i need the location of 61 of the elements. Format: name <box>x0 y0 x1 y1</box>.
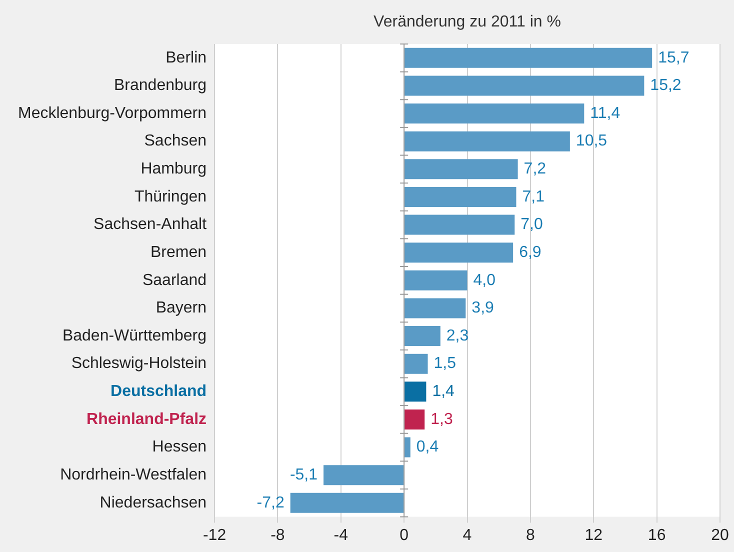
x-tick-label: -4 <box>334 526 348 544</box>
y-tick-label: Baden-Württemberg <box>62 327 207 344</box>
x-tick-label: 8 <box>526 526 535 544</box>
data-label: -5,1 <box>290 466 318 484</box>
bar <box>404 186 516 207</box>
data-label: 7,1 <box>522 188 545 206</box>
y-tick-label: Schleswig-Holstein <box>71 355 207 372</box>
y-tick-label: Brandenburg <box>114 77 207 94</box>
x-tick-label: 0 <box>400 526 409 544</box>
y-tick-label: Nordrhein-Westfalen <box>60 466 207 484</box>
data-label: -7,2 <box>256 494 284 512</box>
x-tick-label: 20 <box>711 526 729 544</box>
y-tick-label: Bayern <box>156 300 207 317</box>
y-tick-label: Deutschland <box>110 383 207 400</box>
bar <box>404 354 428 374</box>
data-label: 11,4 <box>590 104 620 122</box>
bar <box>404 214 515 235</box>
data-label: 3,9 <box>472 300 494 317</box>
bar <box>404 104 584 124</box>
y-tick-label: Sachsen <box>144 132 207 150</box>
y-tick-label: Thüringen <box>134 188 207 206</box>
y-tick-label: Mecklenburg-Vorpommern <box>18 104 207 122</box>
x-tick-label: -12 <box>202 526 226 544</box>
bar <box>404 382 426 402</box>
data-label: 10,5 <box>576 132 608 150</box>
bar <box>324 465 404 486</box>
data-label: 2,3 <box>446 327 469 344</box>
y-tick-label: Saarland <box>142 272 207 289</box>
bar <box>404 242 514 263</box>
chart-title: Veränderung zu 2011 in % <box>374 13 561 30</box>
bar <box>404 409 425 430</box>
data-label: 0,4 <box>416 438 439 456</box>
y-tick-label: Sachsen-Anhalt <box>94 216 208 234</box>
data-label: 7,2 <box>524 160 546 178</box>
y-tick-label: Hamburg <box>140 160 207 178</box>
data-label: 15,7 <box>658 49 690 66</box>
data-label: 1,4 <box>432 383 455 400</box>
data-label: 15,2 <box>650 77 682 94</box>
y-tick-label: Rheinland-Pfalz <box>86 410 207 428</box>
bar <box>404 76 644 96</box>
bar <box>290 492 404 513</box>
x-tick-label: 4 <box>462 526 472 544</box>
x-tick-label: -8 <box>270 526 285 544</box>
bar <box>404 298 466 318</box>
bar <box>404 437 410 458</box>
data-label: 6,9 <box>519 244 542 261</box>
bar <box>404 159 518 180</box>
y-tick-label: Bremen <box>150 244 207 261</box>
y-tick-label: Hessen <box>152 438 207 456</box>
bar <box>404 326 440 346</box>
bar <box>404 270 468 290</box>
data-label: 1,5 <box>434 355 456 372</box>
x-tick-label: 12 <box>584 526 603 544</box>
y-tick-label: Berlin <box>166 49 207 66</box>
bar <box>404 131 570 152</box>
y-tick-label: Niedersachsen <box>100 494 207 512</box>
data-label: 4,0 <box>473 272 496 289</box>
x-tick-label: 16 <box>648 526 666 544</box>
bar <box>404 48 652 68</box>
data-label: 7,0 <box>520 216 543 234</box>
data-label: 1,3 <box>430 410 453 428</box>
